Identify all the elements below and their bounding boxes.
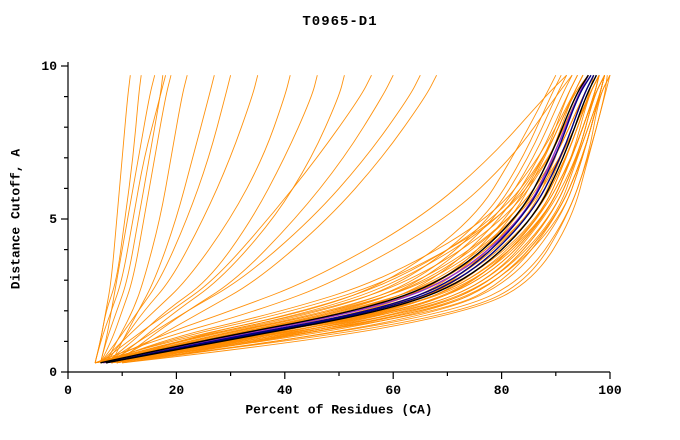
navy-model-2	[105, 74, 595, 364]
tick-labels: 0 20 40 60 80 100 0 5 10	[41, 59, 622, 398]
svg-text:80: 80	[494, 383, 510, 398]
svg-text:0: 0	[64, 383, 72, 398]
svg-text:0: 0	[49, 365, 57, 380]
svg-text:5: 5	[49, 212, 57, 227]
black-model-2	[100, 74, 589, 364]
svg-text:60: 60	[385, 383, 401, 398]
x-axis-label: Percent of Residues (CA)	[245, 402, 433, 418]
svg-text:10: 10	[41, 59, 57, 74]
y-axis-label: Distance Cutoff, A	[8, 148, 24, 290]
black-model-1	[105, 74, 598, 364]
chart-title: T0965-D1	[302, 14, 378, 30]
navy-model-1	[105, 74, 592, 364]
purple-model	[103, 74, 589, 364]
svg-text:100: 100	[598, 383, 622, 398]
model-curves	[94, 74, 611, 364]
highlight-curves	[100, 74, 598, 364]
svg-text:40: 40	[277, 383, 293, 398]
ticks	[61, 65, 611, 379]
svg-text:20: 20	[169, 383, 185, 398]
